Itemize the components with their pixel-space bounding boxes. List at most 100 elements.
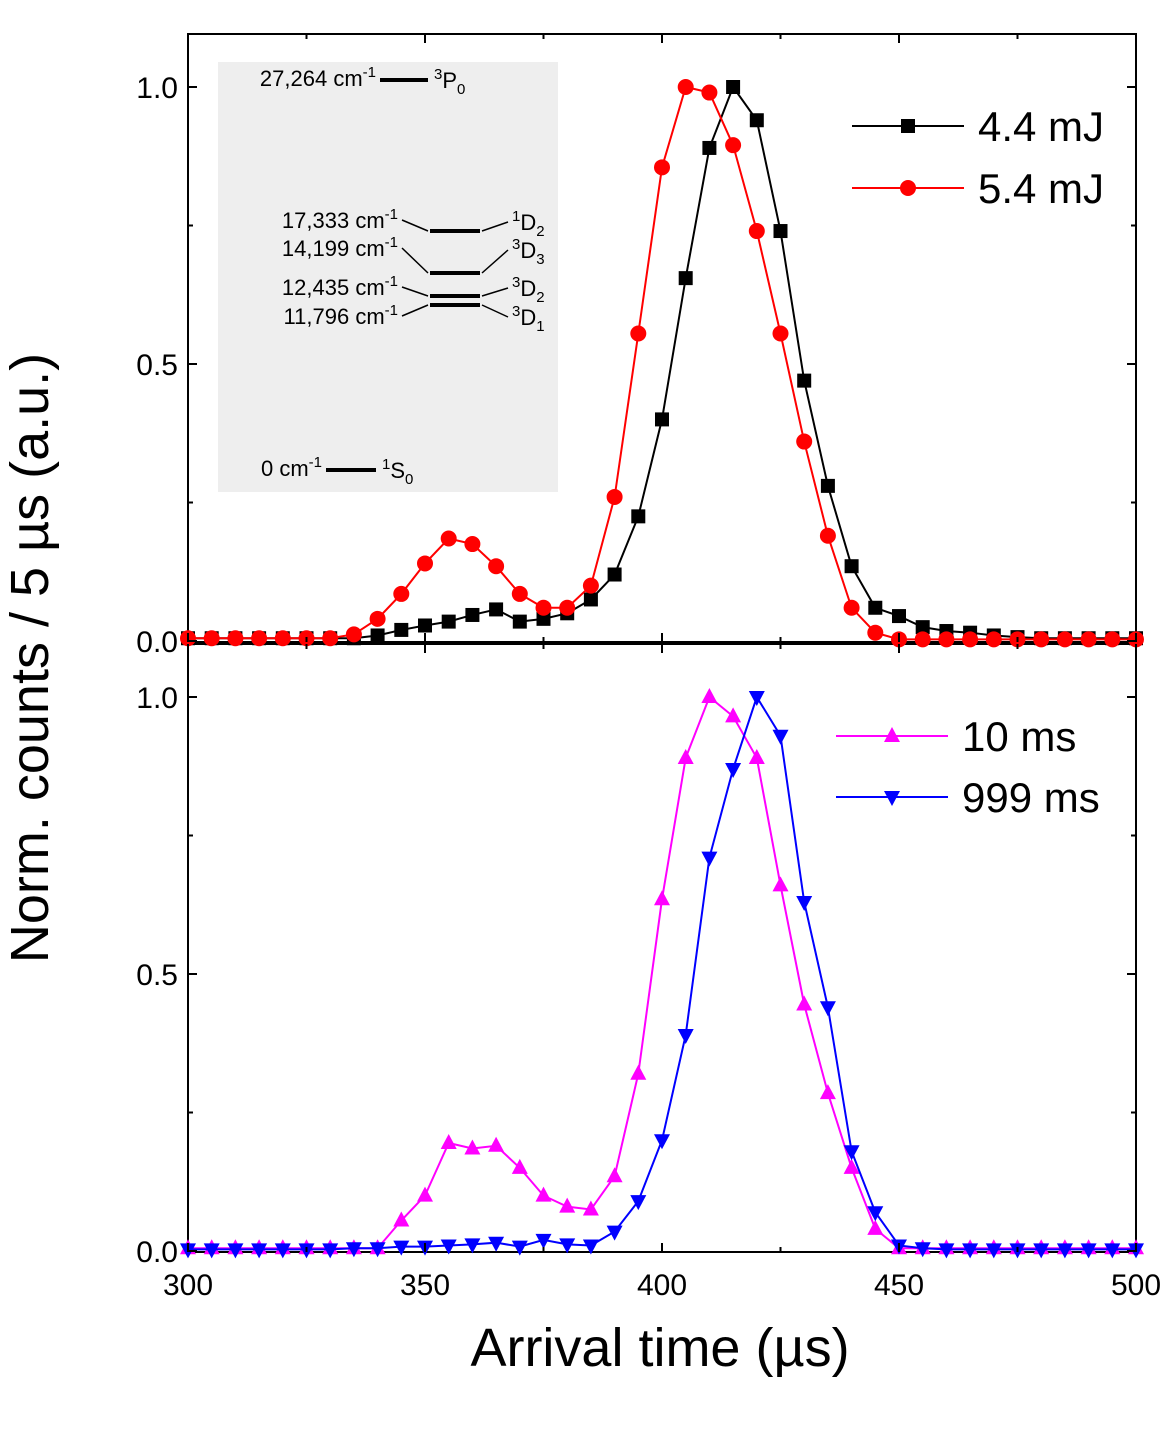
data-point: [582, 577, 599, 594]
data-point: [726, 80, 741, 94]
data-point: [440, 1133, 457, 1149]
y-axis-title: Norm. counts / 5 µs (a.u.): [0, 353, 60, 963]
data-point: [369, 610, 386, 627]
data-point: [772, 729, 789, 745]
legend-layer: 4.4 mJ 5.4 mJ 10 ms 999 ms: [836, 103, 1104, 821]
data-point: [1033, 1243, 1050, 1259]
data-point: [819, 1084, 836, 1100]
data-point: [772, 325, 789, 342]
data-point: [535, 1233, 552, 1249]
level-term-label: 3D1: [512, 303, 545, 335]
data-point: [1104, 631, 1121, 648]
data-point: [1033, 631, 1050, 648]
data-point: [985, 1243, 1002, 1259]
data-point: [251, 630, 268, 647]
data-point: [773, 224, 788, 239]
data-point: [749, 113, 764, 128]
data-point: [583, 592, 598, 607]
y-tick-label: 0.0: [136, 1236, 178, 1269]
data-point: [274, 1243, 291, 1259]
data-point: [464, 1139, 481, 1155]
data-point: [227, 630, 244, 647]
data-point: [796, 895, 813, 911]
data-point: [914, 631, 931, 648]
data-point: [394, 622, 409, 637]
level-energy-label: 27,264 cm-1: [260, 64, 376, 91]
data-point: [725, 763, 742, 779]
data-point: [511, 585, 528, 602]
data-point: [512, 614, 527, 629]
data-point: [772, 876, 789, 892]
data-point: [607, 567, 622, 582]
data-point: [630, 1195, 647, 1211]
legend-marker: [900, 180, 916, 196]
data-point: [345, 1242, 362, 1258]
data-point: [1080, 631, 1097, 648]
level-term-label: 3D2: [512, 274, 545, 306]
data-point: [701, 851, 718, 867]
data-point: [203, 1243, 220, 1259]
data-point: [938, 1243, 955, 1259]
data-point: [535, 1186, 552, 1202]
data-point: [465, 607, 480, 622]
data-point: [844, 559, 859, 574]
data-point: [370, 628, 385, 643]
data-point: [702, 140, 717, 155]
data-point: [488, 1136, 505, 1152]
x-tick-label: 450: [874, 1269, 924, 1302]
legend-marker: [901, 119, 915, 133]
connector-line: [481, 304, 509, 318]
data-point: [914, 1242, 931, 1258]
data-point: [630, 325, 647, 342]
data-point: [488, 1236, 505, 1252]
x-tick-label: 500: [1111, 1269, 1161, 1302]
data-point: [582, 1239, 599, 1255]
data-point: [867, 1219, 884, 1235]
data-point: [369, 1242, 386, 1258]
data-point: [1080, 1243, 1097, 1259]
data-point: [227, 1243, 244, 1259]
data-point: [677, 748, 694, 764]
data-point: [654, 890, 670, 906]
level-term-label: 1S0: [382, 456, 413, 488]
data-point: [843, 599, 860, 616]
legend-marker: [884, 727, 900, 742]
data-point: [606, 1225, 623, 1241]
data-point: [915, 620, 930, 635]
data-point: [274, 630, 291, 647]
data-point: [489, 602, 504, 617]
x-tick-label: 300: [163, 1269, 213, 1302]
level-term-label: 3D3: [512, 236, 545, 268]
data-point: [631, 509, 646, 524]
data-point: [797, 373, 812, 388]
data-point: [725, 137, 742, 154]
data-point: [655, 412, 669, 427]
connector-line: [401, 219, 429, 232]
connector-line: [481, 287, 509, 297]
data-point: [511, 1158, 528, 1174]
level-term-label: 1D2: [512, 208, 545, 240]
data-point: [678, 271, 693, 286]
legend-label: 999 ms: [962, 774, 1100, 821]
legend-label: 5.4 mJ: [978, 165, 1104, 212]
x-tick-label: 350: [400, 1269, 450, 1302]
energy-level-inset: 27,264 cm-1 3P0 17,333 cm-1 1D2 14,199 cm-1 3…: [218, 62, 558, 492]
data-point: [203, 630, 220, 647]
data-point: [796, 995, 813, 1011]
data-point: [251, 1243, 268, 1259]
data-point: [819, 1001, 836, 1017]
data-point: [417, 1186, 433, 1202]
level-energy-label: 17,333 cm-1: [282, 206, 398, 233]
data-point: [867, 624, 884, 641]
data-point: [843, 1158, 860, 1174]
x-axis-title: Arrival time (µs): [470, 1318, 849, 1378]
legend-marker: [884, 791, 900, 806]
data-point: [393, 1240, 410, 1256]
data-point: [868, 600, 883, 615]
series-layer: [180, 79, 1144, 1259]
legend-label: 10 ms: [962, 713, 1076, 760]
x-tick-label: 400: [637, 1269, 687, 1302]
connector-line: [401, 247, 429, 274]
data-point: [606, 1167, 623, 1183]
